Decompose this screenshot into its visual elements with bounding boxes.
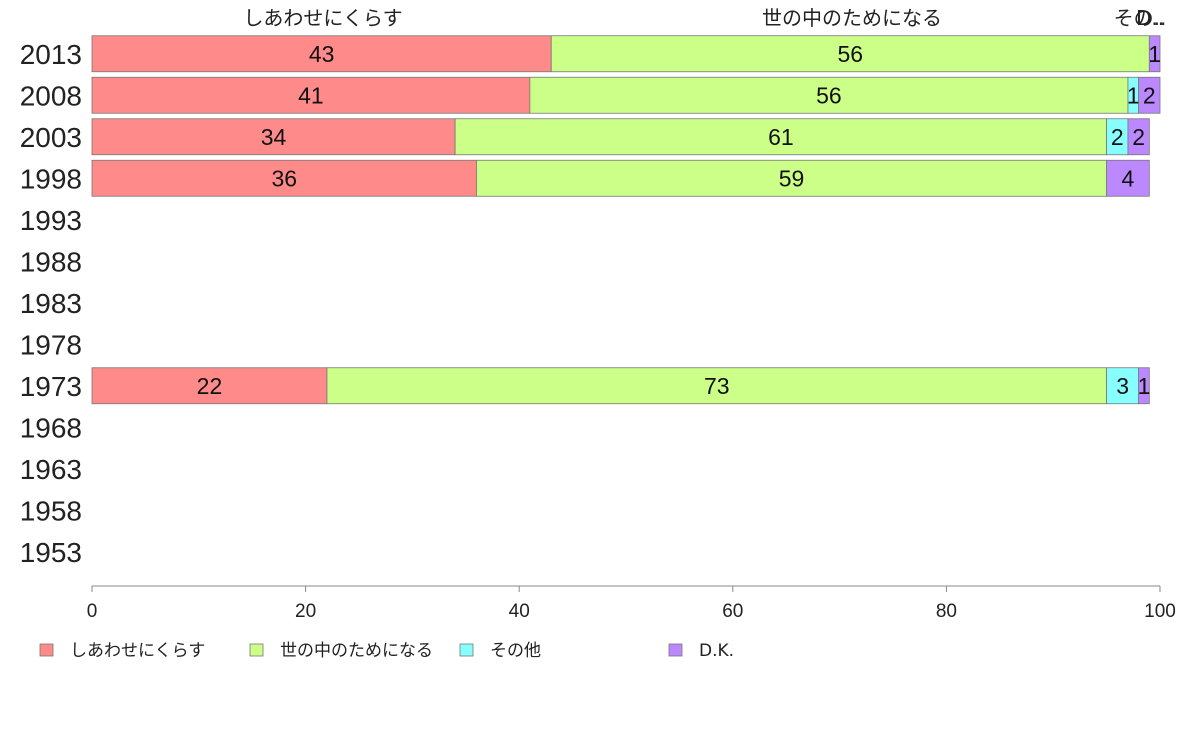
- bar-segment: [326, 367, 1108, 405]
- year-label: 1983: [20, 288, 82, 319]
- legend-swatch: [249, 643, 264, 657]
- year-label: 2008: [20, 80, 82, 111]
- bar-value-label: 59: [779, 165, 805, 191]
- bar-segment: [1127, 118, 1150, 156]
- bar-segment: [91, 367, 328, 405]
- bar-value-label: 2: [1132, 124, 1145, 150]
- bar-value-label: 34: [261, 124, 287, 150]
- column-header: D..: [1136, 6, 1164, 30]
- year-label: 1953: [20, 537, 82, 568]
- year-label: 1998: [20, 163, 82, 194]
- bar-segment: [1106, 367, 1140, 405]
- bar-segment: [529, 76, 1129, 114]
- bar-value-label: 2: [1111, 124, 1124, 150]
- bar-value-label: 56: [837, 41, 863, 67]
- bar-value-label: 73: [704, 373, 730, 399]
- bar-segment: [454, 118, 1107, 156]
- year-label: 1988: [20, 246, 82, 277]
- x-tick-label: 0: [87, 601, 98, 622]
- bar-value-label: 2: [1143, 82, 1156, 108]
- year-label: 1968: [20, 412, 82, 443]
- bar-value-label: 22: [197, 373, 223, 399]
- legend-label: その他: [490, 641, 541, 661]
- column-header: しあわせにくらす: [243, 6, 402, 30]
- bar-value-label: 43: [309, 41, 335, 67]
- year-label: 1993: [20, 205, 82, 236]
- x-tick-label: 80: [936, 601, 957, 622]
- year-label: 1963: [20, 454, 82, 485]
- bar-segment: [91, 35, 552, 73]
- bar-value-label: 61: [768, 124, 794, 150]
- bar-value-label: 56: [816, 82, 842, 108]
- bar-segment: [1138, 367, 1150, 405]
- bar-value-label: 41: [298, 82, 324, 108]
- column-header: 世の中のためになる: [762, 6, 942, 30]
- legend-label: D.K.: [699, 641, 734, 661]
- bar-segment: [91, 76, 531, 114]
- year-label: 1978: [20, 329, 82, 360]
- bar-segment: [91, 118, 456, 156]
- legend-swatch: [459, 643, 474, 657]
- bar-value-label: 1: [1127, 82, 1140, 108]
- bar-value-label: 1: [1138, 373, 1151, 399]
- x-tick-label: 20: [295, 601, 316, 622]
- bar-value-label: 4: [1122, 165, 1135, 191]
- year-label: 2003: [20, 122, 82, 153]
- x-tick-label: 60: [722, 601, 743, 622]
- bar-value-label: 1: [1148, 41, 1161, 67]
- legend-label: しあわせにくらす: [70, 641, 205, 661]
- x-tick-label: 100: [1144, 601, 1176, 622]
- legend-swatch: [668, 643, 683, 657]
- bar-value-label: 36: [271, 165, 297, 191]
- bar-segment: [1148, 35, 1161, 73]
- bar-segment: [476, 159, 1108, 197]
- bar-value-label: 3: [1116, 373, 1129, 399]
- column-header: その..: [1114, 6, 1167, 30]
- bar-segment: [550, 35, 1150, 73]
- x-tick-label: 40: [509, 601, 530, 622]
- year-label: 1973: [20, 371, 82, 402]
- legend-label: 世の中のためになる: [280, 641, 433, 661]
- year-label: 2013: [20, 39, 82, 70]
- bar-segment: [1138, 76, 1161, 114]
- year-label: 1958: [20, 495, 82, 526]
- legend-swatch: [39, 643, 54, 657]
- bar-segment: [1106, 159, 1150, 197]
